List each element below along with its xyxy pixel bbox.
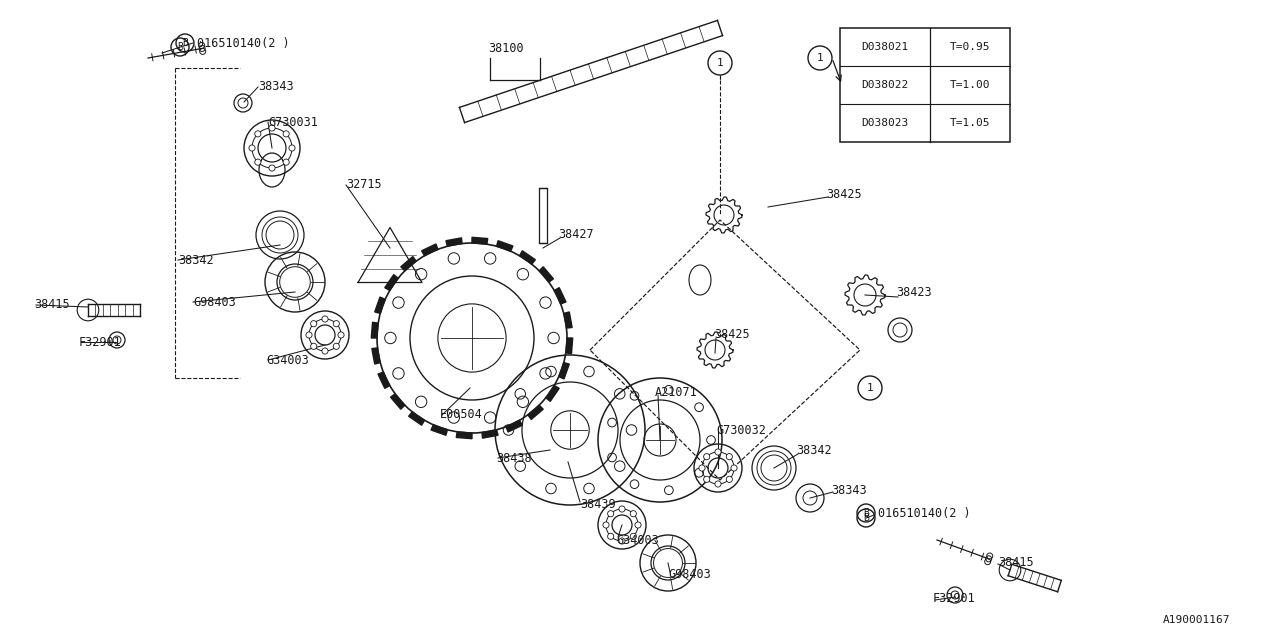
Polygon shape — [497, 241, 513, 252]
Polygon shape — [566, 338, 572, 354]
Polygon shape — [563, 312, 572, 328]
Circle shape — [255, 159, 261, 165]
Circle shape — [323, 348, 328, 354]
Text: G34003: G34003 — [616, 534, 659, 547]
Circle shape — [726, 454, 732, 460]
Polygon shape — [472, 237, 488, 244]
Circle shape — [620, 506, 625, 512]
Text: D038023: D038023 — [861, 118, 909, 128]
Polygon shape — [401, 257, 416, 271]
Text: 38423: 38423 — [896, 285, 932, 298]
Polygon shape — [456, 432, 472, 438]
Text: F32901: F32901 — [933, 591, 975, 605]
Bar — [539, 188, 547, 243]
Text: B: B — [177, 42, 183, 52]
Polygon shape — [390, 394, 404, 409]
Text: 1: 1 — [867, 383, 873, 393]
Text: 32715: 32715 — [346, 179, 381, 191]
Circle shape — [716, 481, 721, 487]
Text: G98403: G98403 — [193, 296, 236, 308]
Text: 1: 1 — [817, 53, 823, 63]
Text: B: B — [863, 508, 869, 518]
Text: 38343: 38343 — [831, 483, 867, 497]
Polygon shape — [506, 420, 522, 432]
Text: 38415: 38415 — [35, 298, 69, 312]
Polygon shape — [539, 267, 553, 282]
Circle shape — [306, 332, 312, 338]
Text: A190001167: A190001167 — [1162, 615, 1230, 625]
Text: D038021: D038021 — [861, 42, 909, 52]
Circle shape — [338, 332, 344, 338]
Text: 38343: 38343 — [259, 81, 293, 93]
Polygon shape — [554, 287, 566, 304]
Polygon shape — [371, 323, 378, 338]
Text: G730032: G730032 — [716, 424, 765, 436]
Text: G98403: G98403 — [668, 568, 710, 582]
Text: 38438: 38438 — [497, 451, 531, 465]
Text: T=1.05: T=1.05 — [950, 118, 991, 128]
Text: 38342: 38342 — [178, 253, 214, 266]
Circle shape — [620, 538, 625, 544]
Circle shape — [630, 533, 636, 540]
Circle shape — [311, 343, 316, 349]
Polygon shape — [408, 412, 425, 425]
Circle shape — [269, 165, 275, 171]
Text: B: B — [182, 38, 188, 48]
Polygon shape — [372, 348, 380, 364]
Circle shape — [311, 321, 316, 327]
Circle shape — [716, 449, 721, 455]
Text: A21071: A21071 — [655, 387, 698, 399]
Circle shape — [289, 145, 296, 151]
Circle shape — [635, 522, 641, 528]
Text: 38342: 38342 — [796, 444, 832, 456]
Circle shape — [248, 145, 255, 151]
Circle shape — [608, 533, 614, 540]
Circle shape — [283, 159, 289, 165]
Circle shape — [704, 454, 710, 460]
Text: F32901: F32901 — [79, 335, 122, 349]
Circle shape — [704, 476, 710, 483]
Text: 38427: 38427 — [558, 228, 594, 241]
Text: G730031: G730031 — [268, 115, 317, 129]
Circle shape — [255, 131, 261, 137]
Text: T=0.95: T=0.95 — [950, 42, 991, 52]
Text: 016510140(2 ): 016510140(2 ) — [197, 36, 289, 49]
Circle shape — [608, 511, 614, 516]
Polygon shape — [421, 244, 438, 256]
Text: E00504: E00504 — [440, 408, 483, 422]
Text: 38425: 38425 — [714, 328, 750, 342]
Polygon shape — [545, 385, 559, 401]
Text: 1: 1 — [717, 58, 723, 68]
Text: 38100: 38100 — [488, 42, 524, 54]
Circle shape — [699, 465, 705, 471]
Polygon shape — [445, 238, 462, 246]
Polygon shape — [483, 430, 498, 438]
Circle shape — [630, 511, 636, 516]
Circle shape — [323, 316, 328, 322]
Polygon shape — [431, 425, 448, 435]
Circle shape — [269, 125, 275, 131]
Polygon shape — [527, 405, 543, 419]
Text: 38415: 38415 — [998, 556, 1034, 568]
Circle shape — [333, 343, 339, 349]
Circle shape — [333, 321, 339, 327]
Text: D038022: D038022 — [861, 80, 909, 90]
Circle shape — [603, 522, 609, 528]
Polygon shape — [520, 251, 535, 264]
Text: G34003: G34003 — [266, 353, 308, 367]
Bar — [840, 28, 1010, 142]
Text: 38439: 38439 — [580, 499, 616, 511]
Polygon shape — [559, 363, 570, 379]
Circle shape — [731, 465, 737, 471]
Text: 38425: 38425 — [826, 189, 861, 202]
Polygon shape — [375, 297, 385, 314]
Text: 016510140(2 ): 016510140(2 ) — [878, 506, 970, 520]
Polygon shape — [378, 372, 389, 388]
Polygon shape — [385, 275, 398, 291]
Text: T=1.00: T=1.00 — [950, 80, 991, 90]
Circle shape — [726, 476, 732, 483]
Text: B: B — [863, 513, 869, 523]
Circle shape — [283, 131, 289, 137]
